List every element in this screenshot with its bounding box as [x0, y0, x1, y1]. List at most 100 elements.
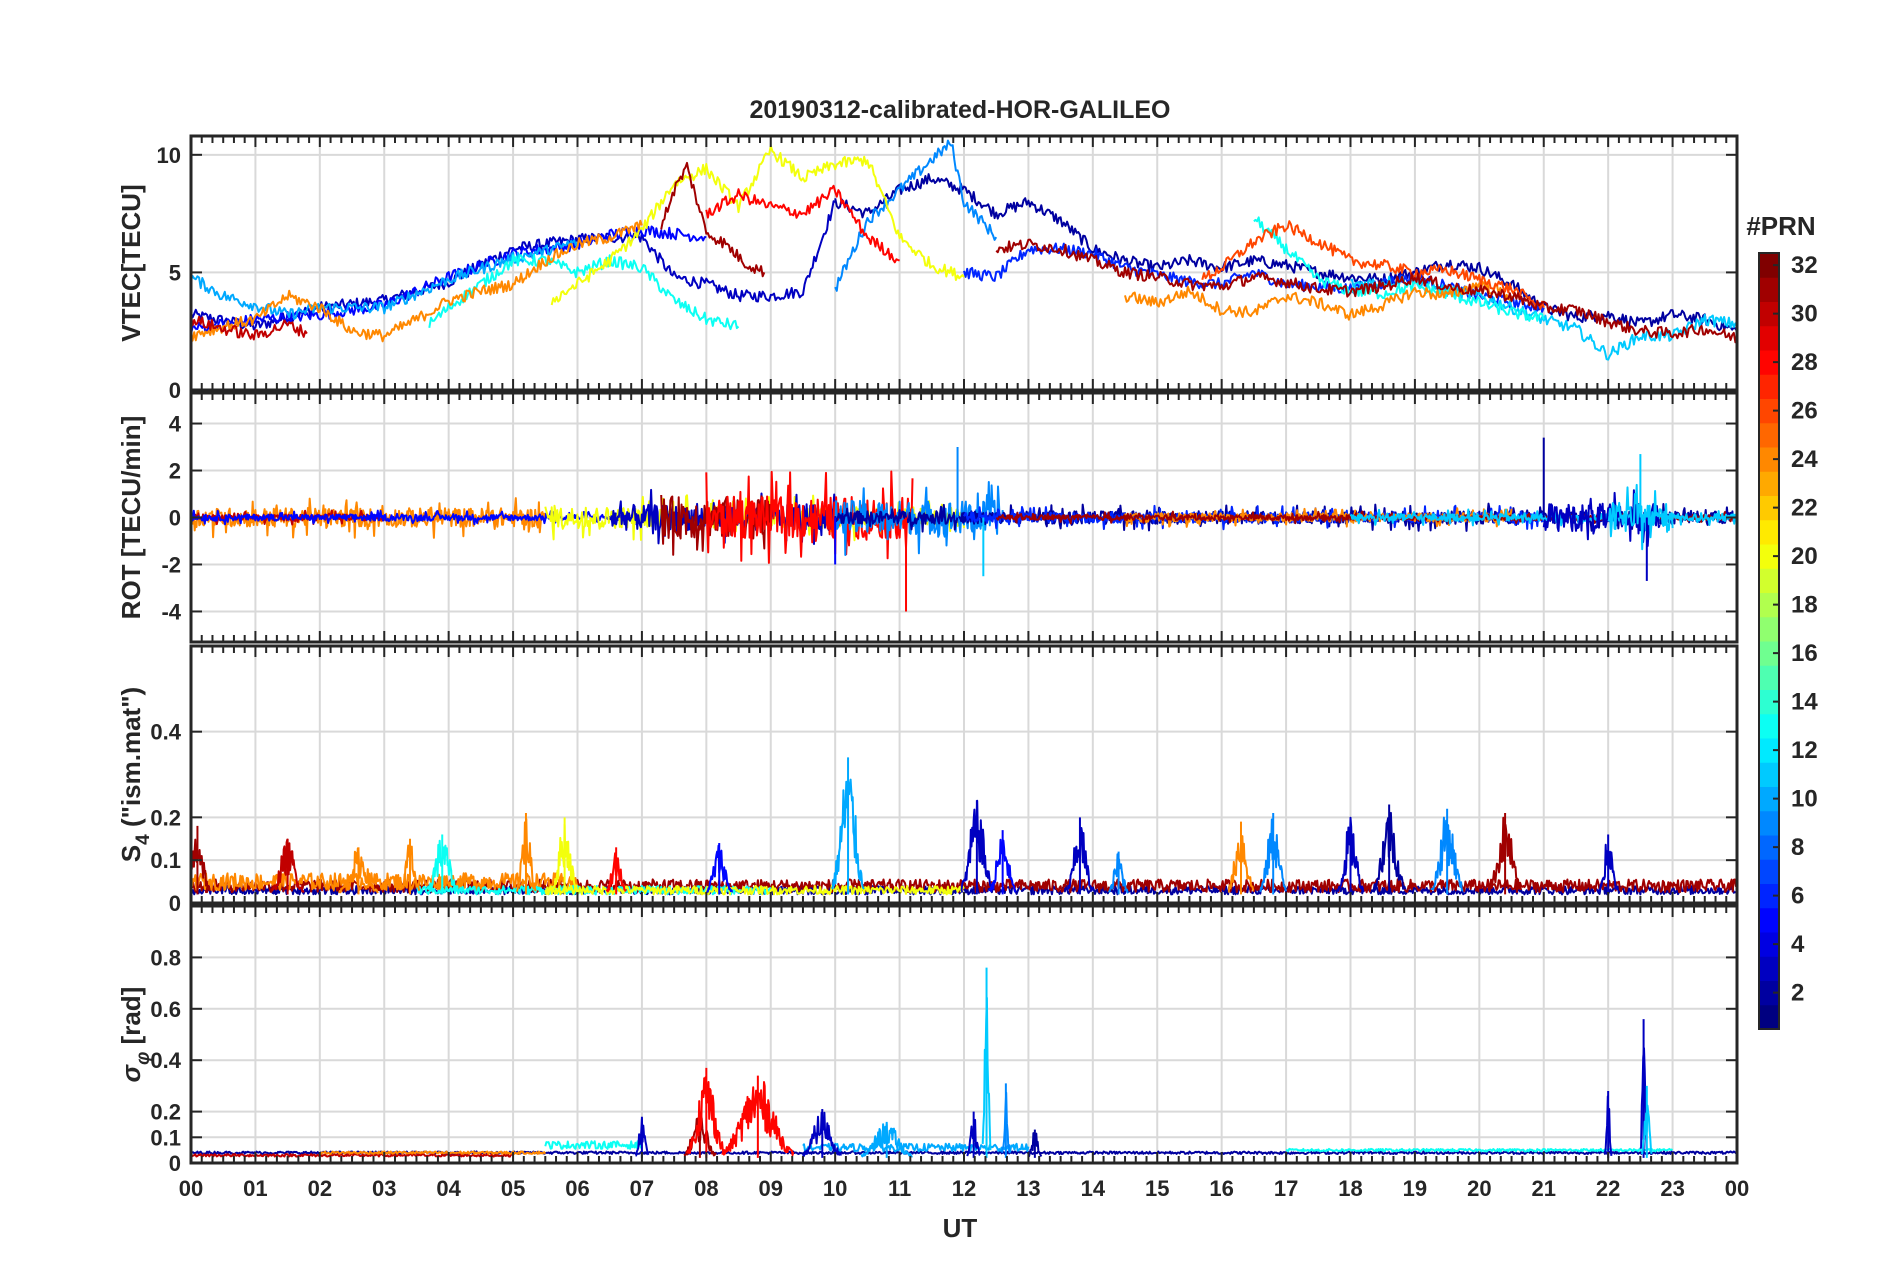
- baseline-series: [191, 872, 579, 892]
- panel-sigma_phi: 00.10.2 0.4 0.6 0.8 σφ [rad]: [116, 904, 1739, 1176]
- x-tick-label: 20: [1467, 1176, 1491, 1201]
- colorbar-tick-label: 8: [1791, 834, 1804, 861]
- colorbar-swatch: [1759, 374, 1779, 399]
- colorbar-swatch: [1759, 835, 1779, 860]
- colorbar-swatch: [1759, 713, 1779, 739]
- x-tick-label: 22: [1596, 1176, 1620, 1201]
- panel-rot: -4 -2 0 2 4 ROT [TECU/min]: [116, 391, 1739, 644]
- y-tick-label: 0.4: [150, 1048, 181, 1073]
- colorbar-tick-label: 2: [1791, 980, 1804, 1007]
- x-tick-label: 08: [694, 1176, 718, 1201]
- series-line: [428, 254, 740, 331]
- y-tick-label: 4: [169, 412, 182, 437]
- series-line: [705, 184, 900, 264]
- x-tick-label: 01: [243, 1176, 267, 1201]
- colorbar-swatch: [1759, 883, 1779, 909]
- y-tick-label: 0: [169, 506, 181, 531]
- colorbar-swatch: [1759, 325, 1779, 351]
- colorbar-swatch: [1759, 592, 1779, 618]
- x-tick-label: 00: [1725, 1176, 1749, 1201]
- y-axis-label: ROT [TECU/min]: [116, 416, 146, 620]
- y-tick-label: 0: [169, 378, 181, 403]
- x-tick-label: 07: [630, 1176, 654, 1201]
- x-tick-label: 04: [436, 1176, 461, 1201]
- series-line: [1253, 216, 1545, 322]
- series-line: [660, 161, 766, 278]
- x-tick-label: 19: [1403, 1176, 1427, 1201]
- x-tick-label: 23: [1660, 1176, 1684, 1201]
- ticks-sigma_phi: [190, 906, 1738, 1164]
- colorbar-swatch: [1759, 253, 1779, 278]
- x-axis-label: UT: [943, 1213, 978, 1243]
- colorbar-swatch: [1759, 301, 1779, 327]
- colorbar-tick-label: 26: [1791, 398, 1818, 425]
- y-label-sub: φ: [133, 1052, 154, 1065]
- colorbar-swatch: [1759, 980, 1779, 1006]
- colorbar-swatch: [1759, 956, 1779, 981]
- y-tick-label: 0.2: [150, 805, 181, 830]
- rot-series: [191, 509, 643, 526]
- colorbar-swatch: [1759, 616, 1779, 642]
- colorbar-tick-label: 20: [1791, 543, 1818, 570]
- series-line: [191, 314, 308, 341]
- y-tick-label: 0.6: [150, 997, 181, 1022]
- y-tick-label: 0.1: [150, 1125, 181, 1150]
- series-line: [191, 219, 643, 343]
- series-line: [550, 144, 965, 306]
- colorbar-swatch: [1759, 859, 1779, 884]
- ticks-vtec: [190, 136, 1738, 391]
- x-tick-label: 13: [1016, 1176, 1040, 1201]
- y-label-rest: [rad]: [116, 987, 146, 1052]
- y-label-main: σ: [116, 1063, 146, 1082]
- y-tick-label: 10: [157, 143, 181, 168]
- colorbar-swatch: [1759, 762, 1779, 787]
- colorbar-tick-label: 10: [1791, 786, 1818, 813]
- colorbar-swatch: [1759, 932, 1779, 957]
- x-tick-label: 16: [1209, 1176, 1233, 1201]
- series-line: [1124, 280, 1513, 321]
- x-tick-label: 11: [888, 1176, 911, 1201]
- grid-sigma_phi: [190, 906, 1738, 1164]
- colorbar-tick-label: 32: [1791, 252, 1818, 279]
- x-tick-label: 15: [1145, 1176, 1169, 1201]
- y-tick-label: 0.4: [150, 720, 181, 745]
- rot-series: [834, 481, 1004, 556]
- panel-s4: 00.10.20.4S4 ("ism.mat"): [116, 644, 1739, 916]
- colorbar-swatch: [1759, 641, 1779, 666]
- colorbar-swatch: [1759, 810, 1779, 836]
- series-line: [995, 238, 1737, 344]
- y-label-rest: ("ism.mat"): [116, 687, 146, 834]
- y-tick-label: -2: [161, 552, 181, 577]
- colorbar-swatch: [1759, 471, 1779, 496]
- colorbar-tick-label: 14: [1791, 689, 1818, 716]
- colorbar-swatch: [1759, 544, 1779, 569]
- rot-series: [1542, 489, 1661, 547]
- series-line: [834, 139, 998, 292]
- y-tick-label: 0.2: [150, 1100, 181, 1125]
- x-tick-label: 14: [1081, 1176, 1106, 1201]
- baseline-series: [318, 1150, 547, 1155]
- colorbar-tick-label: 4: [1791, 931, 1805, 958]
- colorbar-swatch: [1759, 422, 1779, 448]
- x-tick-label: 05: [501, 1176, 525, 1201]
- colorbar-label: #PRN: [1746, 211, 1815, 241]
- series-line: [1201, 220, 1545, 310]
- colorbar-swatch: [1759, 568, 1779, 593]
- ticks-s4: [190, 646, 1738, 904]
- y-axis-label: σφ [rad]: [116, 987, 154, 1083]
- colorbar-tick-label: 28: [1791, 349, 1818, 376]
- colorbar: 32 30 28 26 24 22 20 18 16 14 12 10 8 6 4 2 #PRN: [1746, 211, 1818, 1030]
- y-tick-label: 2: [169, 459, 181, 484]
- data-s4: [191, 757, 1737, 896]
- colorbar-swatch: [1759, 277, 1779, 302]
- x-tick-label: 17: [1274, 1176, 1298, 1201]
- series-line: [834, 173, 1737, 332]
- x-tick-label: 09: [759, 1176, 783, 1201]
- colorbar-swatch: [1759, 689, 1779, 715]
- colorbar-swatch: [1759, 398, 1779, 424]
- y-tick-label: 0: [169, 1151, 181, 1176]
- x-tick-label: 21: [1532, 1176, 1556, 1201]
- colorbar-swatch: [1759, 1004, 1779, 1030]
